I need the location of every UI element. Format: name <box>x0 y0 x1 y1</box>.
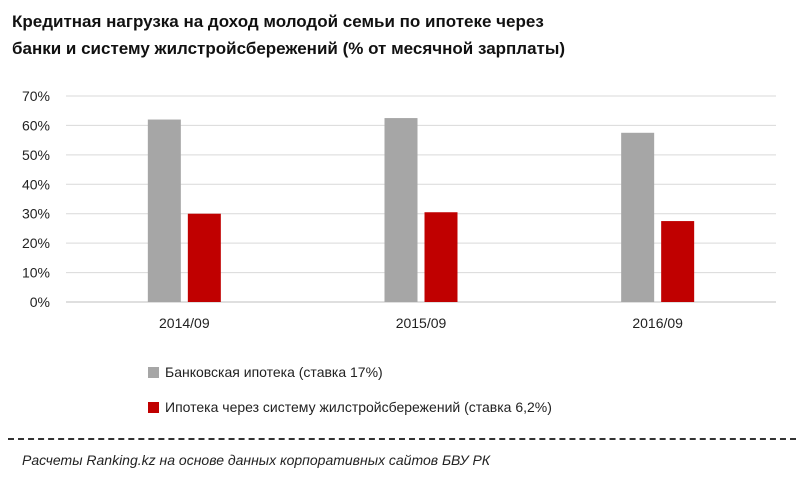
y-tick-label: 30% <box>22 206 50 222</box>
dashed-divider <box>8 438 796 440</box>
y-tick-label: 60% <box>22 117 50 133</box>
bar-bank-mortgage <box>384 118 418 302</box>
legend-swatch-housing-savings-mortgage <box>148 401 159 413</box>
bar-chart: 0% 10% 20% 30% 40% 50% 60% 70% 2014/09 2015/09 201… <box>22 88 776 331</box>
legend-label-bank-mortgage: Банковская ипотека (ставка 17%) <box>165 364 383 380</box>
bar-bank-mortgage <box>621 132 655 302</box>
y-tick-label: 70% <box>22 88 50 104</box>
y-tick-label: 40% <box>22 176 50 192</box>
chart-title: Кредитная нагрузка на доход молодой семь… <box>12 8 712 62</box>
chart-title-line-2: банки и систему жилстройсбережений (% от… <box>12 39 566 58</box>
bar-housing-savings-mortgage <box>661 221 695 302</box>
source-note: Расчеты Ranking.kz на основе данных корп… <box>22 452 491 468</box>
bar-housing-savings-mortgage <box>424 212 458 302</box>
bar-bank-mortgage <box>147 119 181 303</box>
legend-swatch-bank-mortgage <box>148 366 159 378</box>
x-tick-label: 2015/09 <box>396 315 447 331</box>
legend-item-housing-savings-mortgage: Ипотека через систему жилстройсбережений… <box>148 399 552 415</box>
y-tick-label: 10% <box>22 265 50 281</box>
x-tick-label: 2014/09 <box>159 315 210 331</box>
y-tick-label: 20% <box>22 235 50 251</box>
bar-housing-savings-mortgage <box>187 213 221 302</box>
legend-label-housing-savings-mortgage: Ипотека через систему жилстройсбережений… <box>165 399 552 415</box>
y-tick-label: 0% <box>30 294 50 310</box>
x-tick-label: 2016/09 <box>632 315 683 331</box>
y-tick-label: 50% <box>22 147 50 163</box>
legend-item-bank-mortgage: Банковская ипотека (ставка 17%) <box>148 364 383 380</box>
chart-title-line-1: Кредитная нагрузка на доход молодой семь… <box>12 12 544 31</box>
